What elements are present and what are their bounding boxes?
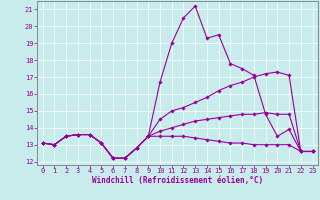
X-axis label: Windchill (Refroidissement éolien,°C): Windchill (Refroidissement éolien,°C)	[92, 176, 263, 185]
